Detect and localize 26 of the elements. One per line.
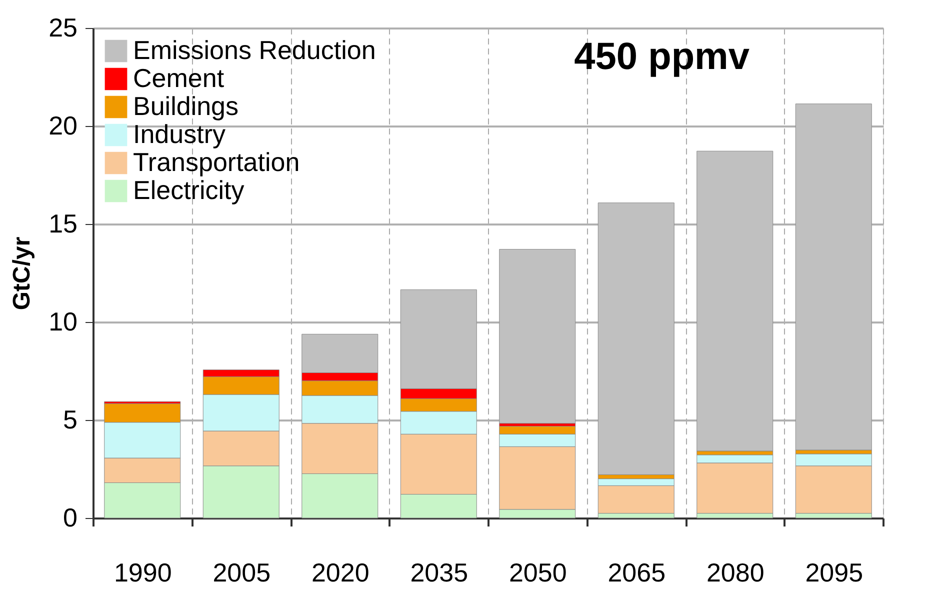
legend-label: Buildings [133,91,239,121]
y-axis-title: GtC/yr [8,236,36,310]
y-tick-label: 15 [48,208,78,238]
bar [499,249,576,424]
x-tick-label: 2035 [410,558,468,588]
legend-label: Emissions Reduction [133,35,376,65]
annotation: 450 ppmv [574,36,750,78]
x-tick-label: 2080 [706,558,764,588]
x-tick-label: 2095 [805,558,864,588]
x-tick-label: 2065 [608,558,666,588]
y-tick-label: 25 [48,12,78,42]
legend-label: Industry [133,119,226,149]
x-tick-label: 1990 [114,558,172,588]
y-tick-label: 5 [63,404,78,434]
legend-label: Electricity [133,175,244,205]
x-tick-label: 2005 [212,558,271,588]
bar [696,150,774,452]
legend-label: Cement [133,63,225,93]
x-tick-label: 2020 [311,558,370,588]
y-tick-label: 10 [48,306,78,336]
legend-label: Transportation [133,147,300,177]
y-tick-label: 0 [63,502,78,532]
y-tick-label: 20 [48,110,78,140]
x-tick-label: 2050 [508,558,567,588]
bar [795,104,872,450]
bar [598,202,674,475]
